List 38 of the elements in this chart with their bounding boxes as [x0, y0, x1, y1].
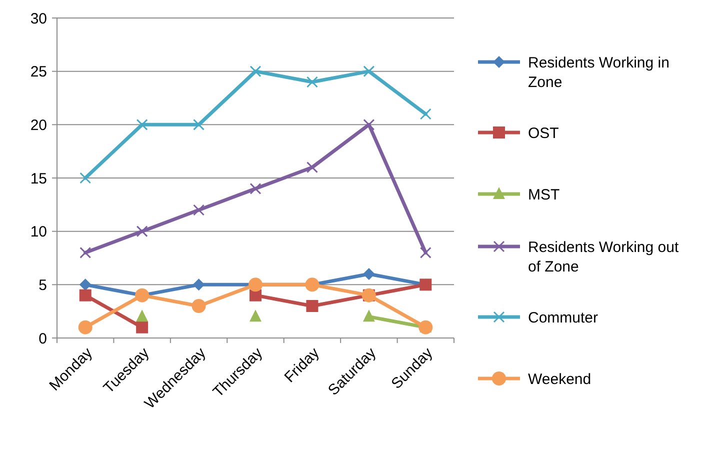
point — [362, 268, 375, 280]
point — [250, 66, 262, 78]
point — [193, 118, 205, 130]
point — [136, 226, 148, 238]
point — [80, 246, 92, 258]
point — [79, 278, 92, 291]
point — [306, 300, 318, 312]
point — [362, 310, 375, 322]
legend-label: Commuter — [528, 309, 598, 326]
y-tick-label: 0 — [38, 330, 47, 348]
legend-label: Residents Working in Zone — [528, 54, 670, 91]
point — [193, 204, 205, 216]
legend-label: OST — [528, 124, 559, 142]
point — [192, 278, 205, 291]
point — [136, 118, 148, 130]
legend-label: MST — [528, 186, 560, 204]
point — [420, 108, 432, 120]
point — [363, 66, 375, 78]
y-tick-label: 20 — [30, 116, 47, 134]
point — [136, 321, 148, 334]
point — [250, 182, 262, 194]
point — [80, 172, 92, 184]
y-tick-label: 25 — [30, 64, 47, 81]
point — [79, 289, 92, 302]
point — [192, 299, 206, 313]
y-tick-label: 10 — [30, 224, 47, 241]
y-tick-label: 30 — [30, 10, 47, 28]
point — [306, 76, 318, 88]
point — [363, 118, 375, 130]
point — [136, 310, 148, 322]
point — [78, 320, 92, 334]
point — [250, 310, 262, 322]
legend-label: Weekend — [528, 370, 592, 388]
y-tick-label: 5 — [38, 276, 47, 294]
point — [420, 246, 432, 258]
point — [306, 162, 318, 174]
legend-label: Residents Working out of Zone — [528, 238, 680, 276]
y-tick-label: 15 — [30, 170, 47, 188]
